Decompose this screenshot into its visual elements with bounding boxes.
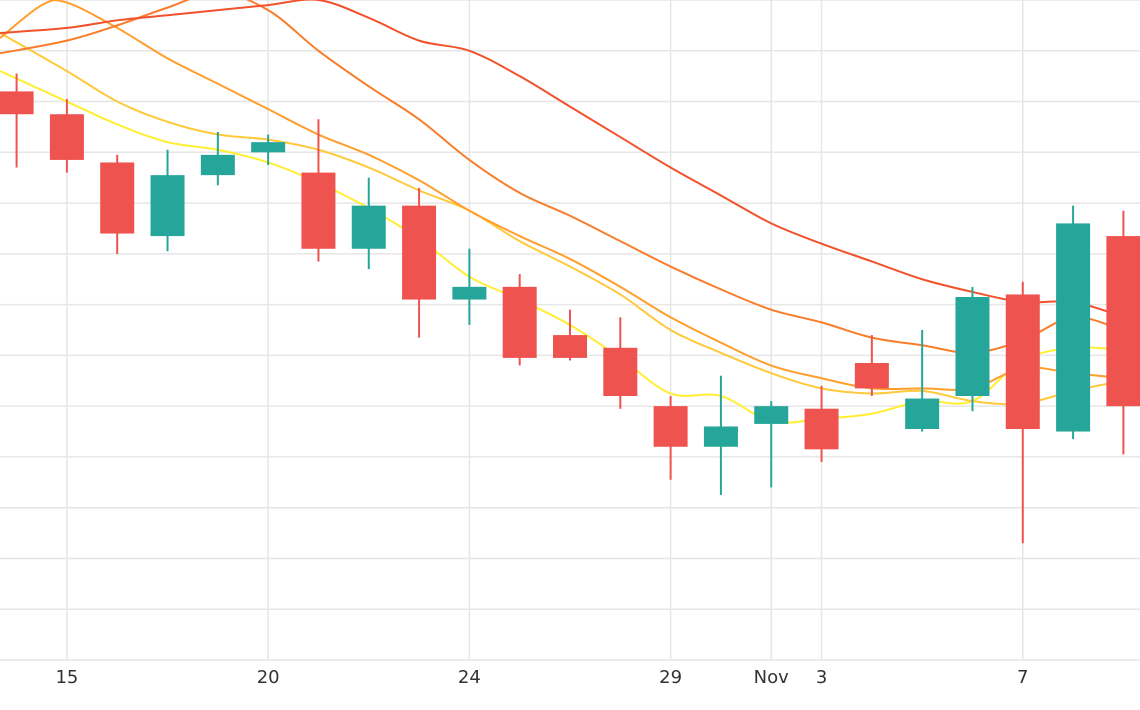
candle [754,401,789,488]
x-tick-label: 24 [458,667,481,688]
moving-average-line [0,32,1140,406]
candle [49,99,84,173]
candle [0,73,34,168]
candle-body [49,114,84,160]
candle-body [150,175,185,237]
candle [502,274,537,366]
candle [653,396,688,480]
candle [351,177,386,270]
x-axis-tick-labels: 15 20 24 29 Nov 3 7 [55,667,1028,688]
candle-body [603,347,638,396]
candle [955,286,990,412]
candle-body [100,162,135,234]
candle-body [754,406,789,424]
candle-body [402,205,437,300]
candle [452,248,487,325]
candle [1106,210,1140,455]
candle-body [251,142,286,153]
grid-lines [0,0,1140,661]
candle [200,132,235,186]
candle-body [301,172,336,249]
candle [1005,281,1040,544]
candle [603,317,638,409]
candle [854,335,889,396]
candle-body [502,286,537,358]
candle [703,375,738,495]
candle-body [653,406,688,447]
x-tick-label: Nov [754,667,789,688]
x-tick-label: 20 [257,667,280,688]
candle-body [703,426,738,447]
candle [402,187,437,338]
candle-body [1005,294,1040,429]
candle-body [553,335,587,358]
candle-body [1106,236,1140,407]
moving-average-line [0,70,1140,424]
candle [804,385,839,462]
candles [0,73,1140,544]
candle [100,154,135,254]
x-tick-label: 3 [816,667,827,688]
candle [301,119,336,262]
candle-body [854,363,889,389]
moving-average-line [0,0,1140,329]
candle-body [351,205,386,249]
candle-body [1056,223,1091,432]
candle [251,134,286,165]
candle [905,330,940,432]
candle-body [452,286,487,300]
candle-body [200,154,235,176]
x-tick-label: 7 [1017,667,1028,688]
candle [150,149,185,252]
candle-body [905,398,940,429]
x-tick-label: 29 [659,667,682,688]
candle-body [804,408,839,450]
candle [553,309,587,361]
candle-body [955,297,990,396]
candle-body [0,91,34,115]
x-tick-label: 15 [55,667,78,688]
candle [1056,205,1091,440]
